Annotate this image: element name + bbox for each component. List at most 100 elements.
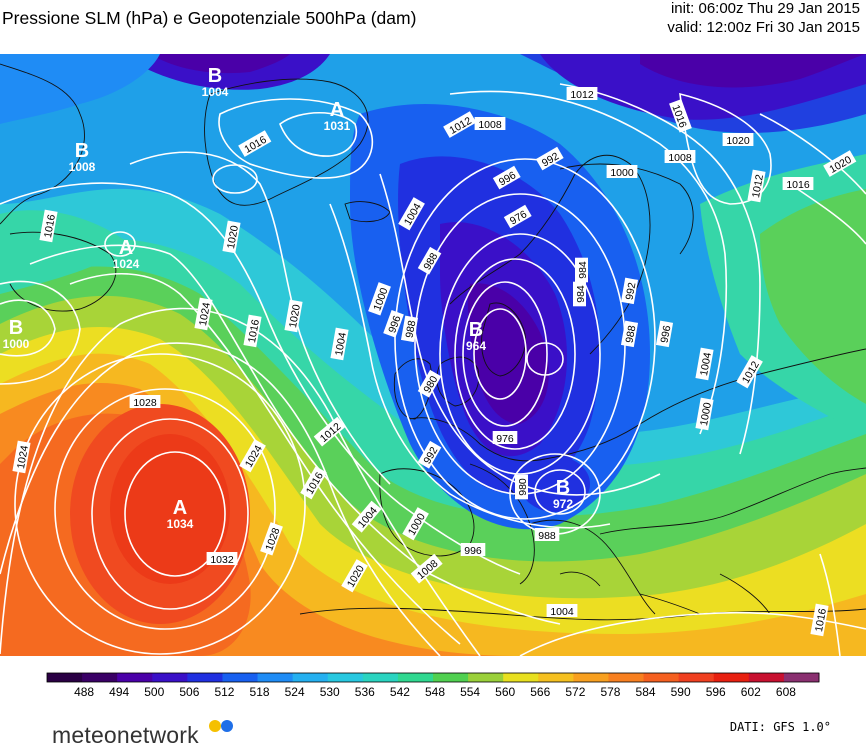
isobar-label-text: 996 bbox=[659, 324, 674, 343]
isobar-label: 1032 bbox=[206, 552, 238, 566]
color-scale-tick: 518 bbox=[250, 685, 270, 699]
isobar-label-text: 1008 bbox=[668, 152, 692, 164]
isobar-label-text: 984 bbox=[575, 285, 587, 303]
pressure-center-letter: A bbox=[330, 99, 344, 121]
isobar-label-box bbox=[503, 204, 532, 229]
pressure-center-letter: A bbox=[173, 497, 187, 519]
color-scale-tick: 596 bbox=[706, 685, 726, 699]
isobar-label: 988 bbox=[534, 528, 560, 542]
isobar-label-box bbox=[417, 369, 442, 398]
isobar-label-box bbox=[546, 604, 578, 617]
color-scale-tick: 494 bbox=[109, 685, 129, 699]
isobar-label-box bbox=[747, 169, 766, 203]
isobar-label-box bbox=[260, 522, 283, 556]
isobar-label: 1028 bbox=[129, 395, 161, 409]
color-scale-swatch bbox=[573, 673, 609, 682]
isobar-label-box bbox=[313, 416, 346, 447]
isobar-label-text: 980 bbox=[517, 478, 529, 496]
isobar-label-box bbox=[351, 500, 382, 533]
color-scale-swatch bbox=[503, 673, 539, 682]
isobar-label-box bbox=[695, 397, 714, 431]
isobar-label: 976 bbox=[492, 431, 518, 445]
color-scale-swatch bbox=[783, 673, 820, 682]
color-scale-swatch bbox=[152, 673, 188, 682]
isobar-label: 1024 bbox=[12, 440, 31, 474]
pressure-center-value: 1034 bbox=[167, 517, 194, 531]
isobar-label-text: 988 bbox=[404, 319, 419, 338]
color-scale-tick: 500 bbox=[144, 685, 164, 699]
color-scale-legend: 488 494 500 506 512 518 524 530 536 542 548 554 560 5… bbox=[46, 672, 820, 699]
pressure-center-letter: B bbox=[556, 477, 570, 499]
isobar-label-box bbox=[620, 320, 639, 348]
isobar-label-box bbox=[402, 507, 429, 541]
pressure-center-value: 1031 bbox=[324, 119, 351, 133]
isobar-label-text: 1028 bbox=[133, 397, 157, 409]
isobar-label-box bbox=[330, 327, 349, 361]
isobar-label: 1004 bbox=[546, 604, 578, 618]
isobar-label-text: 1008 bbox=[478, 119, 502, 131]
color-scale-tick: 578 bbox=[600, 685, 620, 699]
isobar-label-text: 992 bbox=[624, 281, 639, 300]
isobar-label-box bbox=[400, 315, 419, 343]
pressure-center-letter: B bbox=[9, 317, 23, 339]
color-scale-ticks: 488 494 500 506 512 518 524 530 536 542 548 554 560 5… bbox=[74, 685, 796, 699]
color-scale-swatch bbox=[538, 673, 574, 682]
pressure-center-value: 964 bbox=[466, 339, 486, 353]
isobar-label-text: 1020 bbox=[726, 135, 750, 147]
color-scale-swatch bbox=[608, 673, 645, 682]
color-scale-tick: 590 bbox=[671, 685, 691, 699]
isobar-label-box bbox=[39, 209, 58, 243]
color-scale-swatch bbox=[117, 673, 153, 682]
isobar-label: 1016 bbox=[39, 209, 58, 243]
color-scale-swatch bbox=[643, 673, 680, 682]
isobar-label-box bbox=[368, 282, 391, 316]
meteonetwork-logo: meteonetwork bbox=[52, 722, 199, 748]
isobar-label-box bbox=[398, 197, 425, 231]
color-scale-swatches bbox=[46, 672, 820, 683]
color-scale-swatch bbox=[47, 673, 83, 682]
isobar-label: 1012 bbox=[747, 169, 766, 203]
color-scale-swatch bbox=[678, 673, 715, 682]
isobar-label-text: 1020 bbox=[225, 224, 241, 249]
isobar-label: 996 bbox=[460, 543, 486, 557]
color-scale-swatch bbox=[397, 673, 434, 682]
isobar-label-box bbox=[194, 297, 213, 331]
isobar-label: 992 bbox=[620, 277, 639, 305]
pressure-center-value: 1024 bbox=[113, 257, 140, 271]
color-scale-tick: 542 bbox=[390, 685, 410, 699]
isobar-label-box bbox=[284, 299, 303, 333]
isobar-label-box bbox=[655, 320, 674, 348]
isobar-label: 996 bbox=[655, 320, 674, 348]
color-scale-tick: 608 bbox=[776, 685, 796, 699]
color-scale-swatch bbox=[748, 673, 785, 682]
color-scale-tick: 530 bbox=[320, 685, 340, 699]
pressure-center-value: 1004 bbox=[202, 85, 229, 99]
isobar-label-box bbox=[12, 440, 31, 474]
isobar-label-text: 996 bbox=[386, 314, 403, 335]
color-scale-tick: 506 bbox=[179, 685, 199, 699]
isobar-label-text: 1016 bbox=[813, 607, 829, 632]
init-time: init: 06:00z Thu 29 Jan 2015 bbox=[670, 0, 860, 17]
isobar-label: 1000 bbox=[695, 397, 714, 431]
isobar-label-text: 1000 bbox=[610, 167, 634, 179]
weather-map: 1012 1016 1020 1016 1008 1016 1000 1020 1012 1016… bbox=[0, 54, 866, 656]
pressure-center-letter: B bbox=[75, 140, 89, 162]
color-scale-tick: 584 bbox=[636, 685, 656, 699]
isobar-label: 1000 bbox=[606, 165, 638, 179]
isobar-label: 1008 bbox=[474, 117, 506, 131]
isobar-label-box bbox=[722, 133, 754, 146]
isobar-label-box bbox=[206, 552, 238, 565]
isobar-label-text: 1016 bbox=[786, 179, 810, 191]
isobar-label: 996 bbox=[383, 310, 404, 338]
pressure-center-value: 972 bbox=[553, 497, 573, 511]
isobar-label: 984 bbox=[573, 281, 587, 307]
isobar-label-text: 1020 bbox=[287, 303, 303, 328]
isobar-label: 1016 bbox=[782, 177, 814, 191]
isobar-label: 1020 bbox=[222, 220, 241, 254]
color-scale-tick: 602 bbox=[741, 685, 761, 699]
color-scale-tick: 554 bbox=[460, 685, 480, 699]
isobar-label-text: 1032 bbox=[210, 554, 234, 566]
color-scale-tick: 536 bbox=[355, 685, 375, 699]
isobar-label-text: 1024 bbox=[197, 301, 213, 326]
isobar-label: 1016 bbox=[810, 603, 829, 637]
